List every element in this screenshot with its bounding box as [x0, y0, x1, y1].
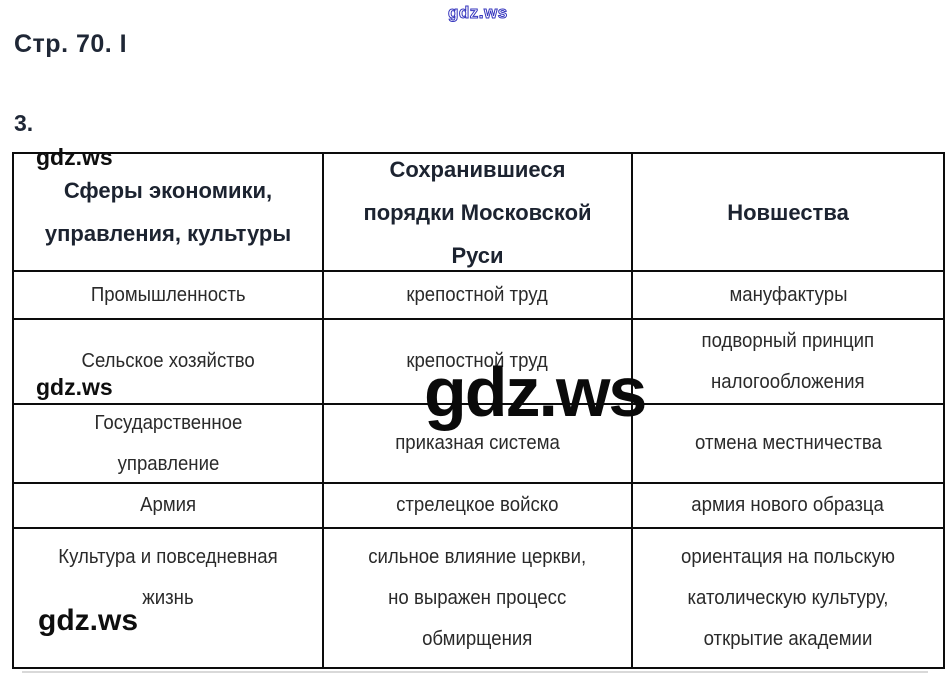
table-cell: крепостной труд [324, 320, 633, 405]
site-watermark-row2-cell: gdz.ws [36, 374, 113, 400]
cell-text: мануфактуры [728, 283, 848, 306]
table-cell: стрелецкое войско [324, 484, 633, 529]
site-watermark-center-large: gdz.ws [424, 353, 647, 431]
answers-table: Сферы экономики, управления, культуры Со… [12, 152, 945, 669]
cell-text: сильное влияние церкви, но выражен проце… [368, 545, 587, 650]
cell-text: приказная система [395, 432, 560, 454]
page-title: Стр. 70. I [14, 30, 128, 58]
table-cell: отмена местничества [633, 405, 943, 484]
table-header-cell-preserved: Сохранившиеся порядки Московской Руси [324, 154, 633, 272]
table-cell: армия нового образца [633, 484, 943, 529]
table-cell: мануфактуры [633, 272, 943, 320]
cell-text: Государственное управление [94, 411, 242, 475]
table-header-cell-spheres: Сферы экономики, управления, культуры [14, 154, 324, 272]
site-watermark-row5-cell: gdz.ws [38, 604, 139, 637]
site-watermark-header-cell: gdz.ws [36, 144, 113, 170]
cell-text: Промышленность [90, 283, 246, 306]
cell-text: армия нового образца [691, 494, 885, 516]
table-cell: Армия [14, 484, 324, 529]
cell-text: крепостной труд [406, 283, 549, 306]
table-cell: подворный принцип налогообложения [633, 320, 943, 405]
header-text: Сферы экономики, управления, культуры [44, 178, 292, 246]
question-number: 3. [14, 110, 34, 136]
header-text: Новшества [727, 199, 849, 225]
cell-text: Армия [139, 494, 197, 516]
table-cell: ориентация на польскую католическую куль… [633, 529, 943, 667]
header-text: Сохранившиеся порядки Московской Руси [363, 156, 592, 268]
cell-text: стрелецкое войско [396, 494, 559, 516]
cell-text: Сельское хозяйство [81, 350, 255, 372]
table-header-cell-innovations: Новшества [633, 154, 943, 272]
table-cell: сильное влияние церкви, но выражен проце… [324, 529, 633, 667]
table-cell: приказная система [324, 405, 633, 484]
table-cell: крепостной труд [324, 272, 633, 320]
cell-text: отмена местничества [694, 432, 882, 454]
scan-artifact-line [22, 671, 928, 673]
cell-text: Культура и повседневная жизнь [58, 546, 278, 609]
cell-text: ориентация на польскую католическую куль… [681, 545, 895, 650]
cell-text: крепостной труд [406, 350, 549, 372]
table-cell: Промышленность [14, 272, 324, 320]
table-cell: Государственное управление [14, 405, 324, 484]
site-watermark-top: gdz.ws [448, 3, 508, 23]
table-cell: Культура и повседневная жизнь [14, 529, 324, 667]
cell-text: подворный принцип налогообложения [701, 329, 875, 393]
table-cell: Сельское хозяйство [14, 320, 324, 405]
